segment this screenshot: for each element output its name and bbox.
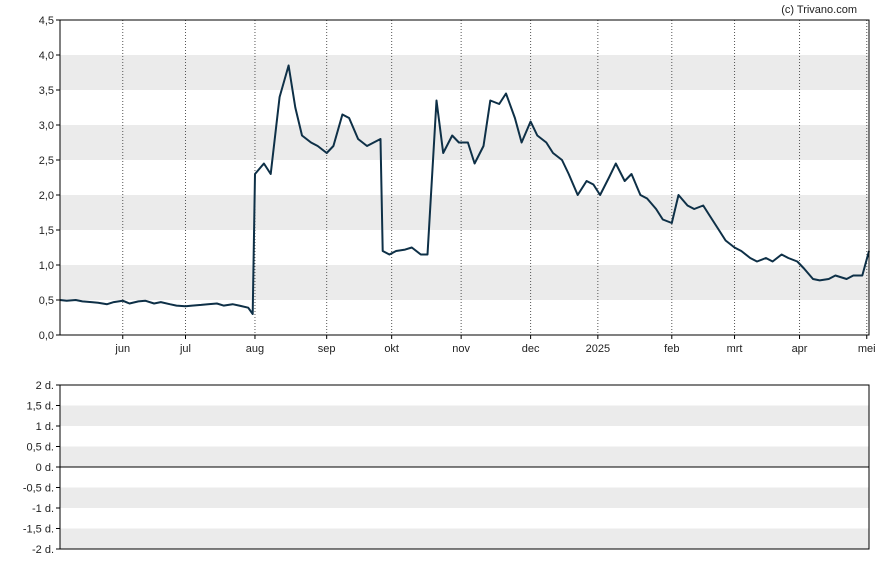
y-tick-label: 0,5 d. xyxy=(26,442,54,454)
plot-frame xyxy=(59,19,870,336)
y-tick-label: 0 d. xyxy=(36,462,54,474)
y-tick-label: -2 d. xyxy=(32,544,54,556)
y-tick-label: 4,5 xyxy=(39,15,54,27)
y-tick-label: 0,5 xyxy=(39,295,54,307)
grid-band xyxy=(60,405,869,426)
plot-frame xyxy=(59,384,870,550)
y-tick-label: 3,5 xyxy=(39,85,54,97)
x-tick-label: sep xyxy=(318,343,336,355)
y-tick-label: -0,5 d. xyxy=(23,483,54,495)
x-tick-label: jul xyxy=(179,343,191,355)
price-line xyxy=(59,64,870,315)
y-tick-label: 1,0 xyxy=(39,260,54,272)
grid-band xyxy=(60,446,869,467)
x-tick-label: mei xyxy=(858,343,876,355)
grid-band xyxy=(60,195,869,230)
y-tick-label: 1,5 xyxy=(39,225,54,237)
price-panel: jun jul aug sep okt nov dec 2025 feb mrt apr mei 0,0… xyxy=(39,15,876,355)
y-tick-label: 3,0 xyxy=(39,120,54,132)
grid-band xyxy=(60,55,869,90)
credit-label: (c) Trivano.com xyxy=(781,4,857,16)
y-tick-label: 4,0 xyxy=(39,50,54,62)
y-tick-label: 1 d. xyxy=(36,421,54,433)
y-tick-label: 1,5 d. xyxy=(26,401,54,413)
grid-band xyxy=(60,265,869,300)
grid-band xyxy=(60,528,869,549)
x-tick-label: mrt xyxy=(727,343,743,355)
y-tick-label: 2 d. xyxy=(36,380,54,392)
y-tick-label: -1,5 d. xyxy=(23,524,54,536)
y-tick-label: -1 d. xyxy=(32,503,54,515)
x-tick-label: okt xyxy=(384,343,399,355)
x-tick-label: aug xyxy=(246,343,264,355)
x-tick-label: 2025 xyxy=(586,343,610,355)
x-tick-label: feb xyxy=(664,343,679,355)
days-panel: 2 d. 1,5 d. 1 d. 0,5 d. 0 d. -0,5 d. -1 d. -1,5… xyxy=(23,380,870,556)
x-tick-label: dec xyxy=(522,343,540,355)
y-tick-label: 0,0 xyxy=(39,330,54,342)
x-tick-label: nov xyxy=(452,343,470,355)
y-tick-label: 2,5 xyxy=(39,155,54,167)
y-tick-label: 2,0 xyxy=(39,190,54,202)
grid-band xyxy=(60,487,869,508)
x-tick-label: jun xyxy=(114,343,130,355)
x-tick-label: apr xyxy=(792,343,808,355)
